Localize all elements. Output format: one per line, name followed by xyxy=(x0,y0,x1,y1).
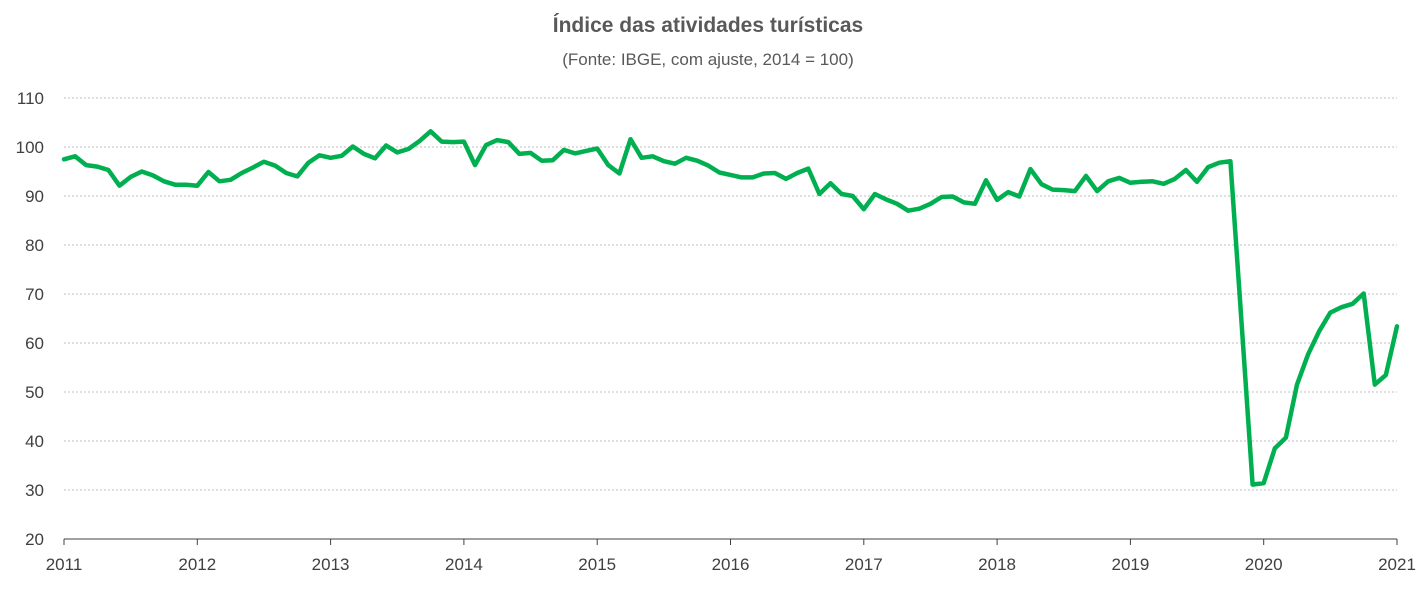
x-tick-label: 2017 xyxy=(845,555,883,574)
x-tick-label: 2021 xyxy=(1378,555,1416,574)
y-tick-label: 20 xyxy=(25,530,44,549)
x-tick-label: 2020 xyxy=(1245,555,1283,574)
x-tick-label: 2013 xyxy=(312,555,350,574)
gridlines xyxy=(64,97,1397,491)
chart-title: Índice das atividades turísticas xyxy=(553,14,863,37)
x-tick-label: 2018 xyxy=(978,555,1016,574)
x-tick-label: 2014 xyxy=(445,555,483,574)
x-tick-label: 2011 xyxy=(46,555,83,574)
y-tick-label: 40 xyxy=(25,432,44,451)
y-tick-label: 80 xyxy=(25,236,44,255)
x-tick-label: 2016 xyxy=(712,555,750,574)
x-tick-label: 2015 xyxy=(578,555,616,574)
series-line xyxy=(61,129,1400,487)
y-tick-label: 90 xyxy=(25,187,44,206)
y-tick-label: 30 xyxy=(25,481,44,500)
series-group xyxy=(61,129,1400,487)
y-tick-label: 110 xyxy=(17,89,44,108)
chart-subtitle: (Fonte: IBGE, com ajuste, 2014 = 100) xyxy=(562,50,854,69)
y-tick-label: 70 xyxy=(25,285,44,304)
x-tick-label: 2019 xyxy=(1111,555,1149,574)
x-tick-label: 2012 xyxy=(178,555,216,574)
y-tick-label: 100 xyxy=(16,138,44,157)
y-tick-label: 60 xyxy=(25,334,44,353)
y-tick-label: 50 xyxy=(25,383,44,402)
x-axis-ticks: 2011 2012 2013 2014 2015 2016 2017 2018 2019 2020… xyxy=(46,539,1416,574)
y-axis-ticks: 20 30 40 50 60 70 80 90 100 110 xyxy=(16,89,44,549)
